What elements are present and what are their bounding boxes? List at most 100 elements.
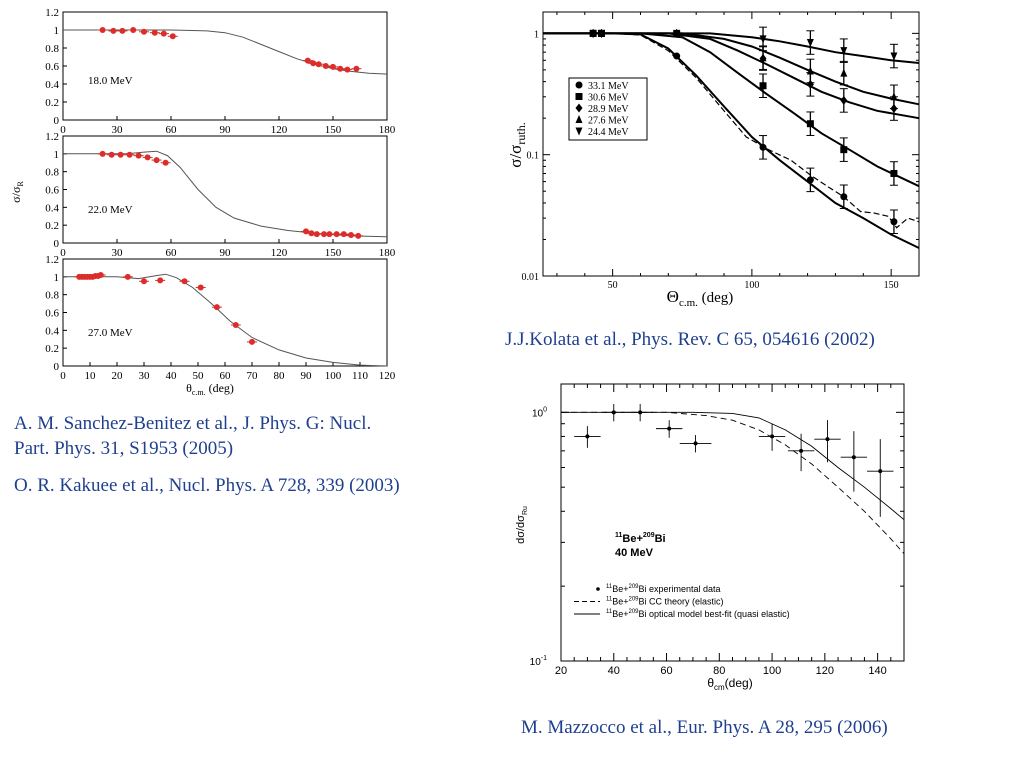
data-point: [597, 29, 605, 38]
legend-label: 11Be+209Bi CC theory (elastic): [606, 597, 724, 607]
y-tick-label: 0.2: [45, 220, 59, 232]
left-y-axis-label: σ/σR: [9, 181, 25, 203]
data-point: [851, 455, 856, 460]
y-tick-label: 0: [54, 361, 60, 373]
data-point: [321, 231, 327, 238]
data-point: [806, 66, 814, 75]
x-tick-label: 50: [608, 280, 618, 291]
data-point: [197, 284, 204, 291]
data-point: [840, 68, 848, 77]
legend-label: 11Be+209Bi experimental data: [606, 584, 721, 594]
data-point: [806, 39, 814, 48]
data-point: [890, 218, 898, 226]
data-point: [840, 47, 848, 56]
y-axis-label: dσ/dσRu: [515, 506, 529, 544]
x-tick-label: 10: [85, 370, 97, 382]
x-tick-label: 150: [325, 124, 342, 136]
data-point: [667, 426, 672, 431]
y-tick-label: 0: [54, 115, 60, 127]
y-tick-label: 0.4: [45, 202, 59, 214]
dashed-curve: [543, 32, 920, 229]
data-point: [799, 448, 804, 453]
data-point: [585, 434, 590, 439]
cc-theory-curve: [561, 411, 905, 554]
x-tick-label: 140: [868, 665, 886, 677]
data-point: [304, 57, 311, 64]
data-point: [97, 272, 104, 279]
data-point: [340, 231, 347, 238]
x-tick-label: 70: [247, 370, 259, 382]
data-point: [108, 151, 115, 158]
data-point: [611, 410, 616, 415]
legend-marker: [575, 81, 583, 89]
x-tick-label: 30: [112, 124, 124, 136]
data-point: [333, 231, 340, 238]
data-point: [326, 231, 333, 238]
legend-marker: [596, 587, 600, 591]
x-tick-label: 40: [166, 370, 178, 382]
left-panel-3: 0 0.2 0.4 0.6 0.8 1 1.2 0 10 20 30 40 50 60 70 80 90 100 1…: [45, 254, 396, 382]
legend-label: 33.1 MeV: [588, 81, 629, 92]
energy-label: 27.0 MeV: [88, 327, 133, 339]
data-point: [759, 35, 767, 44]
data-point: [153, 157, 160, 164]
data-point: [589, 29, 597, 38]
x-tick-label: 90: [220, 247, 232, 259]
data-point: [840, 95, 848, 105]
x-tick-label: 100: [763, 665, 781, 677]
data-point: [337, 65, 344, 72]
x-tick-label: 0: [60, 247, 66, 259]
x-tick-label: 80: [274, 370, 286, 382]
data-point: [313, 231, 320, 238]
data-point: [99, 150, 106, 157]
data-point: [99, 27, 106, 33]
theory-curve: [543, 32, 920, 120]
data-point: [110, 27, 117, 34]
legend-marker: [575, 103, 583, 113]
optical-model-curve: [561, 411, 905, 521]
energy-label: 22.0 MeV: [88, 204, 133, 216]
x-tick-label: 150: [884, 280, 899, 291]
data-point: [638, 410, 643, 415]
data-point: [160, 30, 167, 37]
x-tick-label: 90: [220, 124, 232, 136]
y-tick-label: 1.2: [45, 131, 59, 143]
data-point: [144, 154, 151, 161]
x-tick-label: 0: [60, 370, 66, 382]
data-point: [878, 469, 883, 474]
data-point: [806, 79, 814, 89]
y-tick-label: 0.4: [45, 79, 59, 91]
data-point: [673, 52, 681, 60]
data-point: [890, 169, 898, 177]
legend-marker: [575, 127, 583, 136]
mazzocco-panel: 100 10-1 20 40 60 80 100 120 140 11Be+209Bi 40 MeV…: [515, 383, 905, 692]
x-tick-label: 90: [301, 370, 313, 382]
citation-sanchez-line2: Part. Phys. 31, S1953 (2005): [14, 438, 234, 459]
energy-label: 18.0 MeV: [88, 75, 133, 87]
citation-sanchez-line1: A. M. Sanchez-Benitez et al., J. Phys. G…: [14, 413, 372, 434]
x-tick-label: 80: [713, 665, 725, 677]
x-axis-label: θcm(deg): [707, 676, 752, 692]
data-point: [117, 151, 124, 158]
y-tick-label: 1: [54, 149, 60, 161]
y-tick-label: 0.6: [45, 61, 59, 73]
data-point: [157, 277, 164, 284]
y-tick-label: 0.8: [45, 290, 59, 302]
x-tick-label: 20: [112, 370, 124, 382]
x-tick-label: 120: [271, 247, 288, 259]
y-tick-label: 1: [534, 29, 539, 40]
x-tick-label: 180: [379, 247, 396, 259]
reaction-annotation: 11Be+209Bi: [615, 532, 666, 545]
data-point: [322, 63, 329, 69]
y-tick-label: 1: [54, 272, 60, 284]
data-point: [693, 441, 698, 446]
data-point: [348, 231, 354, 238]
data-point: [890, 92, 898, 101]
theory-curve: [63, 150, 388, 238]
data-point: [806, 176, 814, 184]
legend-label: 27.6 MeV: [588, 116, 629, 127]
data-point: [890, 52, 898, 61]
left-panel-1: 0 0.2 0.4 0.6 0.8 1 1.2 0 30 60 90 120 150 180 18.0 Me…: [45, 7, 396, 136]
